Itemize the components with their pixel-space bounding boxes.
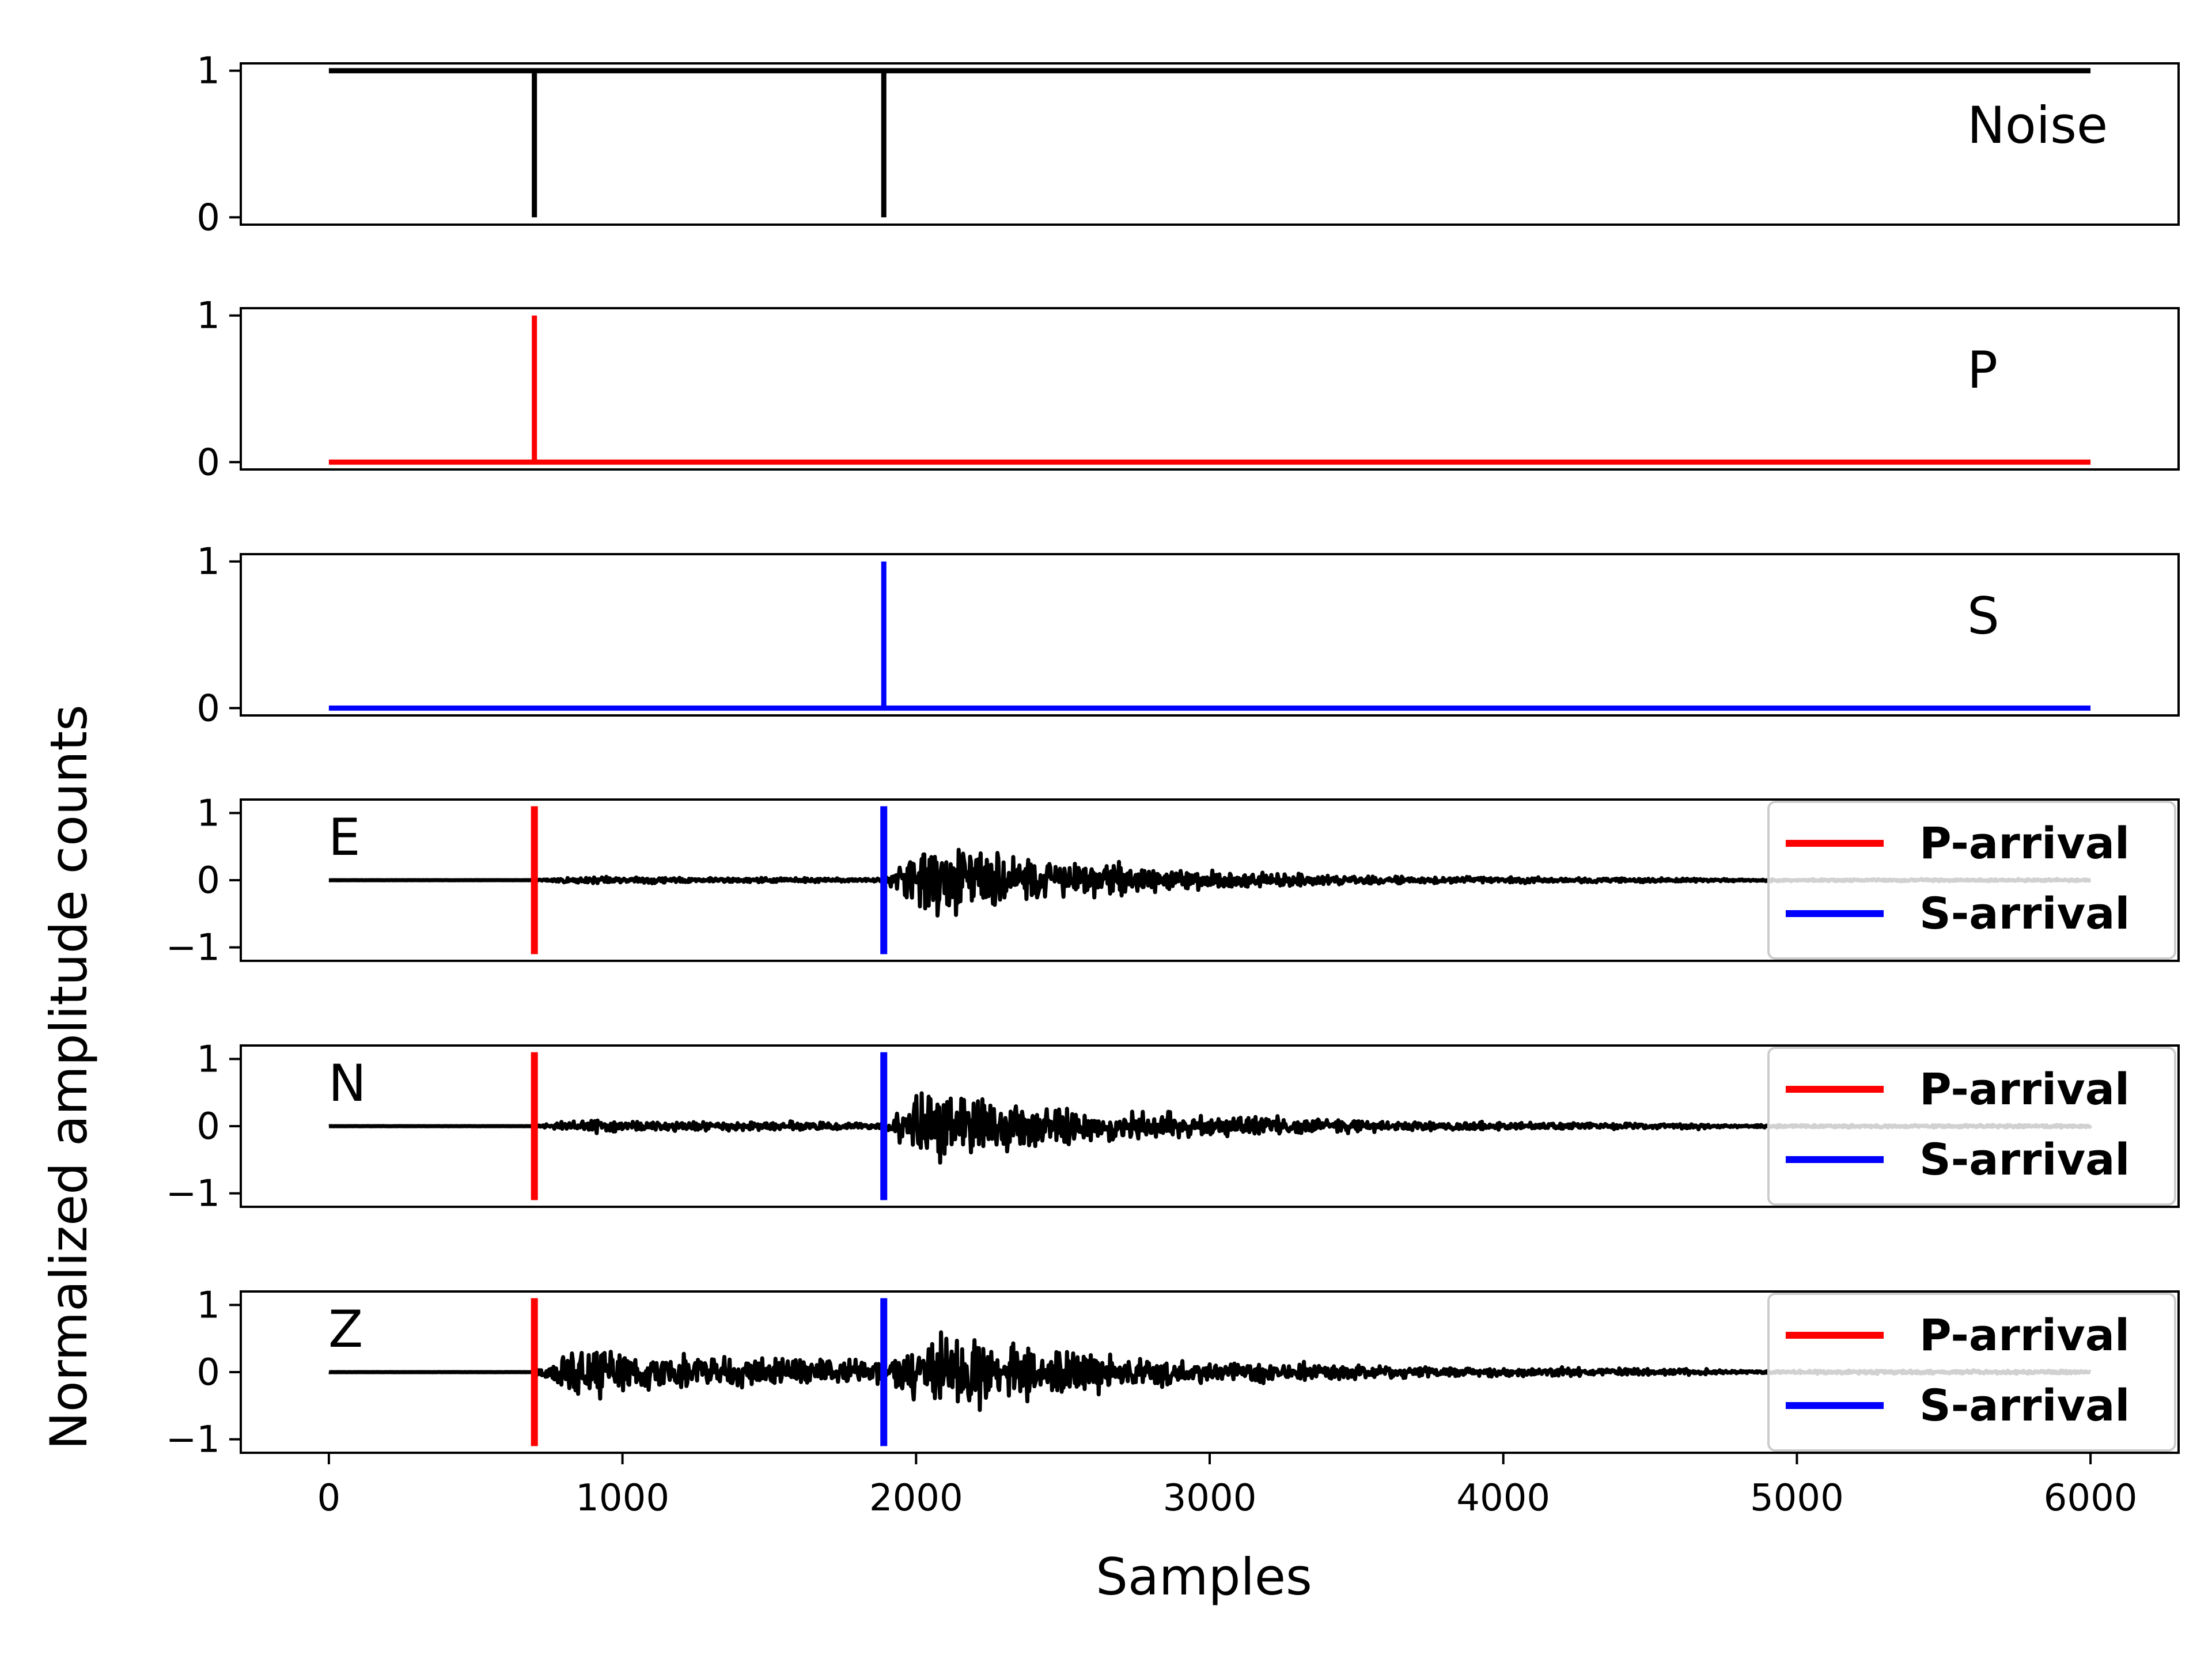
panel-label-n: N bbox=[328, 1054, 366, 1113]
y-tick-label: 1 bbox=[196, 541, 220, 584]
y-tick-label: 0 bbox=[196, 1351, 220, 1394]
y-tick-label: 1 bbox=[196, 50, 220, 93]
panel-frame bbox=[240, 553, 2180, 717]
y-tick-label: 0 bbox=[196, 859, 220, 902]
legend-label: S-arrival bbox=[1919, 888, 2130, 939]
y-tick-label: 1 bbox=[196, 295, 220, 338]
y-tick-label: 1 bbox=[196, 792, 220, 835]
y-tick-label: 0 bbox=[196, 687, 220, 730]
y-tick-label: −1 bbox=[166, 1419, 220, 1461]
y-tick-label: 0 bbox=[196, 196, 220, 239]
panel-p-data bbox=[328, 315, 2091, 465]
legend-label: S-arrival bbox=[1919, 1134, 2130, 1185]
panel-z: P-arrival S-arrival −1 0 1 Z bbox=[166, 1284, 2180, 1461]
panel-noise: 0 1 Noise bbox=[196, 50, 2180, 239]
panel-label-e: E bbox=[328, 808, 361, 867]
noise-series-line bbox=[328, 68, 2091, 218]
x-tick-label: 2000 bbox=[869, 1477, 963, 1520]
panel-n: P-arrival S-arrival −1 0 1 N bbox=[166, 1038, 2180, 1215]
legend-label: P-arrival bbox=[1919, 817, 2130, 869]
x-tick-label: 0 bbox=[317, 1477, 341, 1520]
y-tick-label: 0 bbox=[196, 441, 220, 484]
panel-label-p: P bbox=[1967, 340, 1998, 400]
panel-label-z: Z bbox=[328, 1300, 363, 1359]
legend-e: P-arrival S-arrival bbox=[1767, 801, 2176, 960]
legend-z: P-arrival S-arrival bbox=[1767, 1293, 2176, 1452]
y-tick-label: 0 bbox=[196, 1105, 220, 1148]
panel-label-s: S bbox=[1967, 586, 1999, 646]
legend-label: P-arrival bbox=[1919, 1063, 2130, 1115]
panel-s-data bbox=[328, 561, 2091, 711]
panel-label-noise: Noise bbox=[1967, 96, 2108, 155]
y-tick-label: −1 bbox=[166, 927, 220, 969]
y-tick-label: 1 bbox=[196, 1284, 220, 1327]
x-axis-title: Samples bbox=[1096, 1547, 1312, 1607]
x-tick-label: 5000 bbox=[1750, 1477, 1844, 1520]
x-tick-label: 6000 bbox=[2044, 1477, 2138, 1520]
x-axis: 0 1000 2000 3000 4000 5000 6000 bbox=[317, 1453, 2138, 1520]
panel-p: 0 1 P bbox=[196, 295, 2180, 484]
legend-label: S-arrival bbox=[1919, 1380, 2130, 1431]
panel-frame bbox=[240, 307, 2180, 471]
panel-noise-data bbox=[328, 68, 2091, 218]
x-tick-label: 4000 bbox=[1456, 1477, 1550, 1520]
panel-frame bbox=[240, 62, 2180, 226]
y-tick-label: −1 bbox=[166, 1173, 220, 1215]
x-tick-label: 1000 bbox=[575, 1477, 669, 1520]
x-tick-label: 3000 bbox=[1163, 1477, 1257, 1520]
panel-s: 0 1 S bbox=[196, 541, 2180, 730]
panel-e: P-arrival S-arrival −1 0 1 E bbox=[166, 792, 2180, 969]
s-series-line bbox=[328, 561, 2091, 711]
legend-n: P-arrival S-arrival bbox=[1767, 1047, 2176, 1206]
legend-label: P-arrival bbox=[1919, 1309, 2130, 1361]
p-series-line bbox=[328, 315, 2091, 465]
y-axis-title: Normalized amplitude counts bbox=[39, 704, 99, 1450]
y-tick-label: 1 bbox=[196, 1038, 220, 1081]
